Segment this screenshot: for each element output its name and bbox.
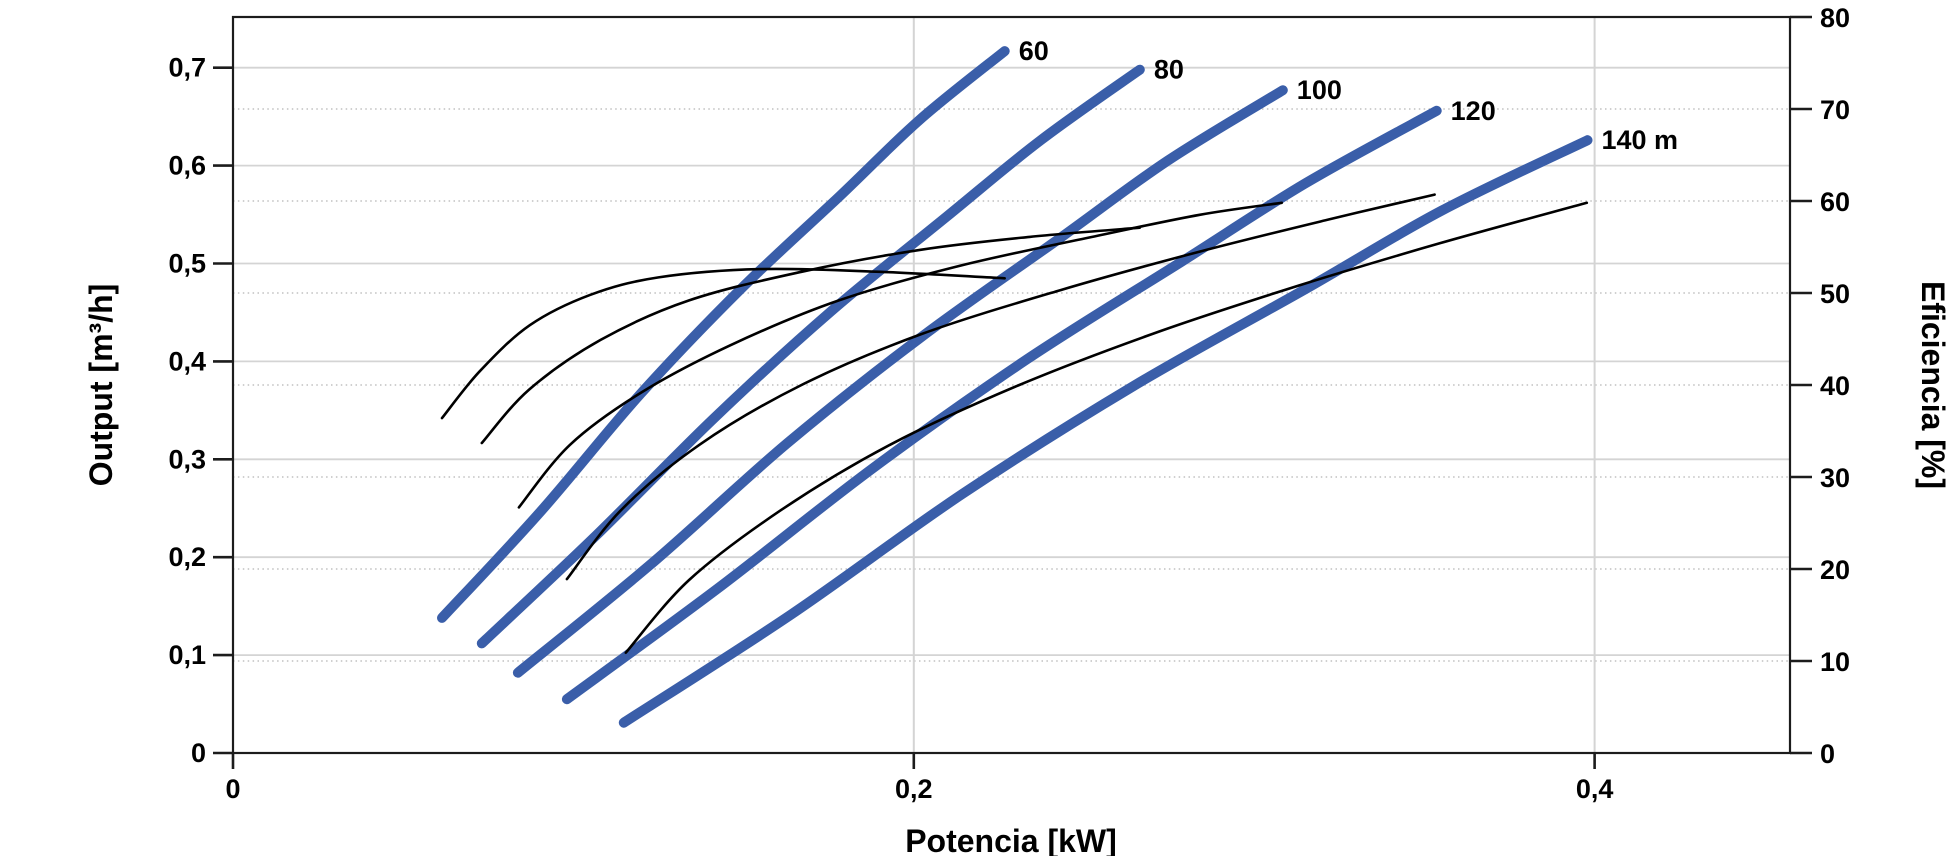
x-axis-tick-label: 0,2 bbox=[895, 774, 933, 804]
left-axis-tick-label: 0,2 bbox=[168, 542, 206, 572]
left-axis-tick-label: 0 bbox=[191, 738, 206, 768]
efficiency-curve-eff-60 bbox=[440, 267, 1006, 420]
head-curves bbox=[437, 46, 1593, 728]
left-axis-tick-label: 0,6 bbox=[168, 151, 206, 181]
right-axis-tick-label: 40 bbox=[1820, 371, 1850, 401]
left-axis-tick-label: 0,7 bbox=[168, 53, 206, 83]
x-axis-tick-label: 0,4 bbox=[1576, 774, 1614, 804]
head-curve-80 bbox=[476, 64, 1145, 649]
left-axis-tick-label: 0,1 bbox=[168, 640, 206, 670]
left-axis-tick-label: 0,5 bbox=[168, 249, 206, 279]
curve-label-60: 60 bbox=[1019, 36, 1049, 66]
efficiency-curve-eff-140 bbox=[624, 201, 1589, 654]
curve-label-80: 80 bbox=[1154, 55, 1184, 85]
left-axis-title: Output [m³/h] bbox=[83, 284, 119, 487]
right-axis-title: Eficiencia [%] bbox=[1915, 281, 1946, 489]
efficiency-curve-eff-120 bbox=[565, 193, 1436, 581]
curve-end-labels: 60 80 100 120 140 m bbox=[1019, 36, 1678, 155]
efficiency-curve-eff-100 bbox=[517, 201, 1284, 509]
curve-label-120: 120 bbox=[1451, 96, 1496, 126]
right-axis-tick-label: 80 bbox=[1820, 3, 1850, 33]
left-axis-tick-label: 0,3 bbox=[168, 444, 206, 474]
right-axis-tick-label: 30 bbox=[1820, 463, 1850, 493]
right-axis-tick-label: 50 bbox=[1820, 279, 1850, 309]
efficiency-curves bbox=[440, 193, 1589, 654]
efficiency-curve-eff-80 bbox=[480, 226, 1142, 445]
head-curve-140-m bbox=[618, 135, 1593, 728]
curve-label-100: 100 bbox=[1297, 75, 1342, 105]
left-axis-tick-label: 0,4 bbox=[168, 346, 206, 376]
right-axis-tick-label: 60 bbox=[1820, 187, 1850, 217]
right-axis-tick-label: 70 bbox=[1820, 95, 1850, 125]
head-curve-100 bbox=[512, 85, 1288, 678]
right-axis-tick-label: 20 bbox=[1820, 555, 1850, 585]
right-axis-tick-label: 10 bbox=[1820, 647, 1850, 677]
head-curve-120 bbox=[561, 105, 1442, 705]
axis-ticks-and-labels: 0 0,1 0,2 0,3 0,4 0,5 0,6 0,7 0 10 20 30 40 50 60 70 80 0… bbox=[168, 3, 1850, 804]
x-axis-title: Potencia [kW] bbox=[905, 823, 1117, 856]
x-axis-tick-label: 0 bbox=[225, 774, 240, 804]
right-axis-tick-label: 0 bbox=[1820, 739, 1835, 769]
head-curve-60 bbox=[437, 46, 1010, 623]
curve-label-140-m: 140 m bbox=[1601, 125, 1678, 155]
